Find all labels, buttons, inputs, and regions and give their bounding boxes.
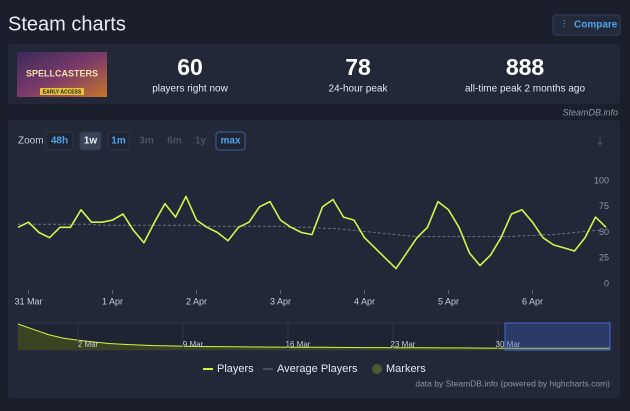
zoom-button[interactable]	[107, 131, 130, 151]
y-tick-label: 0	[604, 278, 609, 288]
zoom-button-label: 1y	[195, 136, 207, 147]
legend-swatch	[372, 364, 382, 374]
zoom-button-label: 3m	[139, 136, 154, 147]
navigator-label: 30 Mar	[496, 340, 521, 349]
stat-label: players right now	[152, 84, 228, 95]
x-tick-label: 1 Apr	[102, 296, 123, 306]
zoom-button-label[interactable]: 1m	[111, 136, 126, 147]
y-tick-label: 100	[594, 175, 609, 185]
zoom-button-label[interactable]: 1w	[84, 136, 98, 147]
navigator-label: 9 Mar	[183, 340, 204, 349]
y-tick-label: 50	[599, 227, 609, 237]
navigator-label: 16 Mar	[286, 340, 311, 349]
stat-value: 78	[345, 54, 371, 80]
x-tick-label: 3 Apr	[270, 296, 291, 306]
game-image-title: SPELLCASTERS	[26, 68, 98, 78]
compare-icon: ⫶	[563, 20, 566, 31]
y-tick-label: 75	[599, 201, 609, 211]
zoom-button-label[interactable]: 48h	[51, 136, 68, 147]
stat-value: 888	[506, 54, 545, 80]
players-line	[17, 195, 607, 270]
x-tick-label: 6 Apr	[522, 296, 543, 306]
navigator-line	[17, 323, 610, 349]
x-tick-label: 31 Mar	[14, 296, 42, 306]
stat-value: 60	[177, 54, 203, 80]
stats-panel	[8, 44, 620, 104]
legend-label[interactable]: Players	[217, 363, 254, 375]
navigator-label: 23 Mar	[391, 340, 416, 349]
zoom-button[interactable]	[215, 131, 246, 151]
x-tick-label: 2 Apr	[186, 296, 207, 306]
y-tick-label: 25	[599, 253, 609, 263]
compare-label[interactable]: Compare	[574, 20, 618, 31]
stat-label: 24-hour peak	[329, 84, 389, 95]
compare-button[interactable]	[552, 14, 621, 36]
stat-label: all-time peak 2 months ago	[465, 84, 586, 95]
zoom-button[interactable]	[79, 131, 102, 151]
download-icon[interactable]: ⤓	[597, 134, 603, 148]
chart-panel	[8, 120, 620, 398]
plot: 0 25 50 75 100 31 Mar 1 Apr 2 Apr 3 Apr 4 Apr 5 Ap…	[14, 175, 611, 388]
legend-label[interactable]: Markers	[386, 363, 426, 375]
page-title: Steam charts	[8, 13, 126, 35]
source: SteamDB.info	[562, 107, 618, 117]
zoom-button-label: 6m	[167, 136, 182, 147]
x-tick-label: 4 Apr	[354, 296, 375, 306]
average-line	[18, 223, 606, 238]
x-tick-label: 5 Apr	[438, 296, 459, 306]
game-image-badge: EARLY ACCESS	[43, 89, 82, 95]
zoom-buttons: 48h 1w 1m 3m 6m 1y max	[45, 131, 246, 151]
navigator-selection[interactable]	[504, 322, 611, 351]
legend-label[interactable]: Average Players	[277, 363, 358, 375]
navigator-label: 2 Mar	[78, 340, 99, 349]
zoom-button[interactable]	[45, 131, 74, 151]
game-image-badge-bg	[40, 88, 84, 95]
navigator-area	[18, 324, 610, 350]
zoom-button-label[interactable]: max	[220, 136, 240, 147]
zoom-label: Zoom	[18, 136, 44, 147]
credit: data by SteamDB.info (powered by highcha…	[415, 378, 610, 388]
